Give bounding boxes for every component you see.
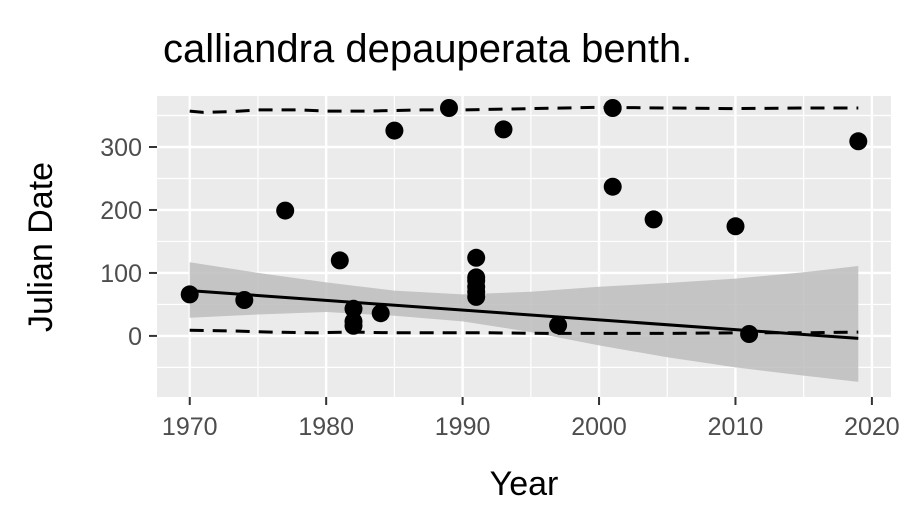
data-point (467, 287, 486, 306)
y-axis: 0 100 200 300 (100, 134, 157, 351)
y-tick-label: 100 (100, 260, 142, 288)
data-point (344, 299, 363, 318)
lower-quantile-line (189, 328, 859, 335)
data-point (235, 291, 254, 309)
data-point (371, 304, 390, 323)
x-tick-label: 2010 (708, 413, 764, 441)
data-point (603, 177, 622, 196)
data-point (549, 316, 568, 335)
data-point (276, 201, 295, 220)
y-axis-title: Julian Date (22, 162, 60, 332)
x-tick-label: 1970 (162, 413, 218, 441)
data-point (740, 325, 759, 343)
data-point (726, 217, 745, 236)
data-point (494, 120, 513, 139)
upper-quantile-line (189, 105, 859, 114)
data-point (180, 285, 199, 304)
major-gridlines (157, 96, 891, 397)
data-points (180, 99, 868, 343)
y-tick-label: 200 (100, 197, 142, 225)
data-point (467, 248, 486, 267)
data-point (385, 121, 404, 140)
data-point (849, 132, 868, 151)
x-tick-label: 1990 (435, 413, 491, 441)
x-tick-label: 2000 (571, 413, 627, 441)
data-point (330, 251, 349, 270)
chart-title: calliandra depauperata benth. (163, 27, 692, 71)
data-point (644, 210, 663, 229)
x-tick-label: 2020 (844, 413, 900, 441)
y-tick-label: 0 (128, 323, 142, 351)
x-tick-label: 1980 (298, 413, 354, 441)
data-point (440, 99, 458, 117)
confidence-band (189, 262, 859, 382)
x-axis-title: Year (490, 465, 559, 503)
data-point (344, 316, 363, 335)
data-point (603, 99, 622, 117)
y-tick-label: 300 (100, 134, 142, 162)
x-axis: 1970 1980 1990 2000 2010 2020 (162, 397, 900, 441)
